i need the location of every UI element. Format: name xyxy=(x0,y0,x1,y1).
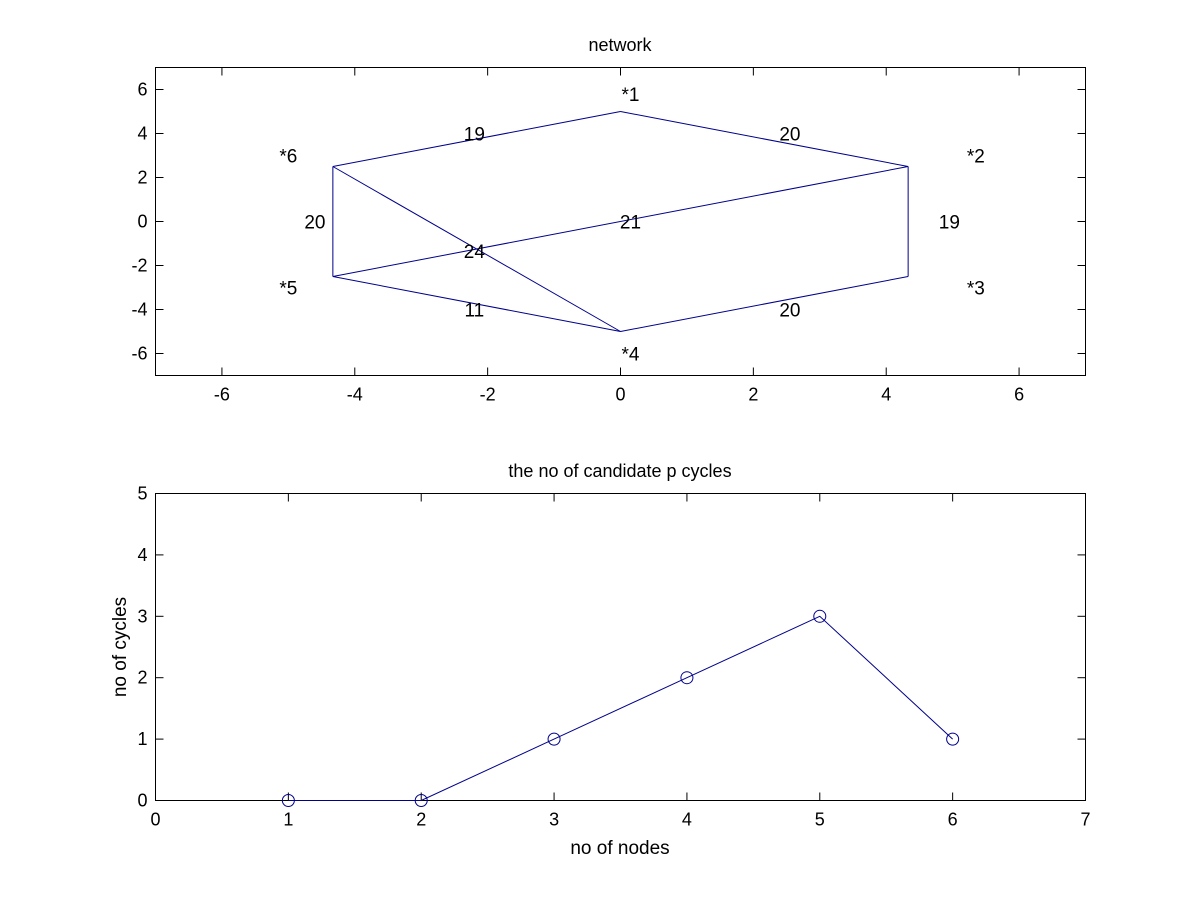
network-edge-6-4 xyxy=(332,166,621,332)
network-edge-3-4 xyxy=(620,276,909,332)
network-edge-weight-label: 11 xyxy=(464,301,484,322)
cycles-data-point xyxy=(414,794,428,807)
cycles-title: the no of candidate p cycles xyxy=(508,461,731,481)
network-node-labels: *1 *2 *3 *4 *5 *6 xyxy=(279,85,985,366)
cycles-axes: the no of candidate p cycles 0 1 2 3 4 5 6 7 0 1… xyxy=(110,461,1091,859)
network-edge-weight-label: 24 xyxy=(464,242,486,263)
network-x-tick-label: -2 xyxy=(480,385,496,405)
network-y-tick-label: -6 xyxy=(131,344,147,364)
network-x-tick-label: 6 xyxy=(1014,385,1024,405)
cycles-axes-frame xyxy=(155,493,1086,801)
cycles-data-point xyxy=(547,732,561,746)
network-y-tick-label: -2 xyxy=(131,256,147,276)
cycles-y-tick-label: 4 xyxy=(137,545,147,565)
network-y-tick-label: 6 xyxy=(137,80,147,100)
cycles-series xyxy=(281,609,960,807)
network-x-tick-label: -6 xyxy=(214,385,230,405)
cycles-y-ticks: 0 1 2 3 4 5 xyxy=(137,484,1086,811)
cycles-y-tick-label: 1 xyxy=(137,729,147,749)
cycles-x-tick-label: 5 xyxy=(815,810,825,830)
cycles-x-tick-label: 7 xyxy=(1080,810,1090,830)
network-x-tick-label: -4 xyxy=(347,385,363,405)
cycles-x-tick-label: 1 xyxy=(283,810,293,830)
network-y-tick-label: -4 xyxy=(131,300,147,320)
cycles-x-tick-label: 4 xyxy=(682,810,692,830)
cycles-x-tick-label: 6 xyxy=(948,810,958,830)
network-node-label: *2 xyxy=(967,147,985,168)
network-edge-6-1 xyxy=(332,111,621,167)
network-edge-weight-label: 19 xyxy=(464,125,485,146)
network-x-tick-label: 2 xyxy=(748,385,758,405)
cycles-data-point xyxy=(680,671,694,685)
cycles-data-point xyxy=(946,732,960,746)
cycles-y-tick-label: 3 xyxy=(137,606,147,626)
network-edge-5-2 xyxy=(332,166,909,277)
network-x-tick-label: 0 xyxy=(615,385,625,405)
network-edge-weight-label: 20 xyxy=(779,301,800,322)
network-x-ticks: -6 -4 -2 0 2 4 6 xyxy=(214,67,1024,405)
network-edge-weight-label: 21 xyxy=(620,213,641,234)
network-edge-weight-label: 19 xyxy=(939,213,960,234)
cycles-data-point xyxy=(813,609,827,623)
cycles-x-tick-label: 0 xyxy=(150,810,160,830)
network-node-label: *1 xyxy=(621,85,639,106)
network-edge-weight-label: 20 xyxy=(779,125,800,146)
cycles-y-axis-label: no of cycles xyxy=(110,597,131,697)
network-y-tick-label: 4 xyxy=(137,124,147,144)
network-edges xyxy=(332,111,909,332)
network-y-tick-label: 0 xyxy=(137,212,147,232)
network-edge-4-5 xyxy=(332,276,621,332)
network-edge-1-2 xyxy=(620,111,909,167)
network-edge-weight-label: 20 xyxy=(304,213,325,234)
network-edge-labels: 19 20 19 20 11 20 21 24 xyxy=(304,125,960,322)
cycles-y-tick-label: 5 xyxy=(137,484,147,504)
network-node-label: *4 xyxy=(621,345,639,366)
cycles-series-line xyxy=(288,615,953,801)
network-node-label: *3 xyxy=(967,279,985,300)
cycles-data-point xyxy=(281,794,295,807)
cycles-x-axis-label: no of nodes xyxy=(570,838,669,859)
cycles-y-tick-label: 0 xyxy=(137,791,147,811)
cycles-y-tick-label: 2 xyxy=(137,668,147,688)
network-node-label: *5 xyxy=(279,279,297,300)
network-node-label: *6 xyxy=(279,147,297,168)
network-y-tick-label: 2 xyxy=(137,168,147,188)
cycles-x-ticks: 0 1 2 3 4 5 6 7 xyxy=(150,493,1091,830)
network-title: network xyxy=(588,35,652,55)
cycles-x-tick-label: 3 xyxy=(549,810,559,830)
cycles-x-tick-label: 2 xyxy=(416,810,426,830)
network-x-tick-label: 4 xyxy=(881,385,891,405)
